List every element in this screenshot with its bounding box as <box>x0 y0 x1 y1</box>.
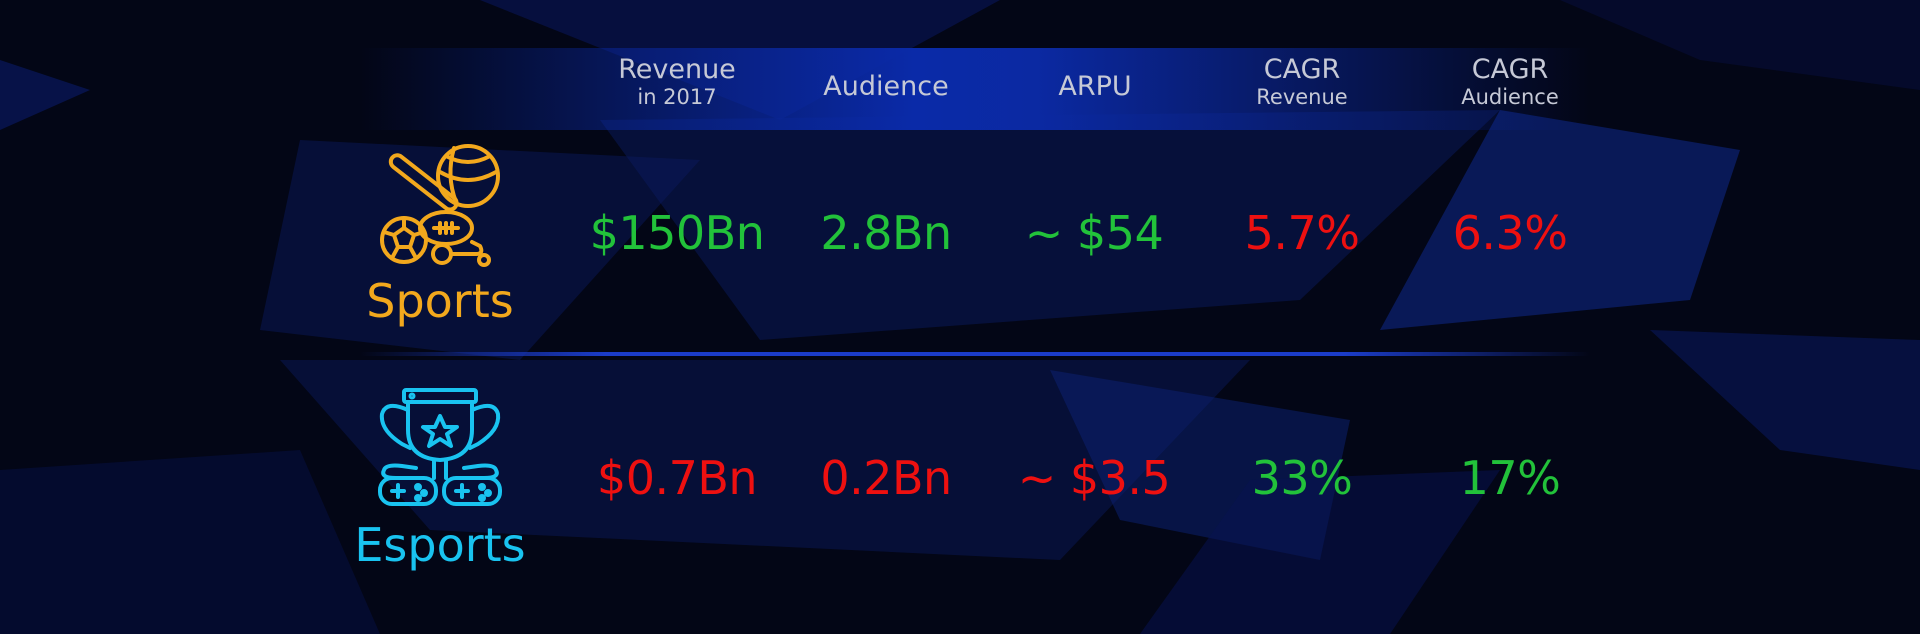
header-band <box>360 48 1590 130</box>
esports-revenue-value: $0.7Bn <box>596 451 758 505</box>
esports-cagr-audience-value: 17% <box>1459 451 1561 505</box>
column-header-main: CAGR <box>1471 54 1549 85</box>
column-header-cagr-revenue: CAGR Revenue <box>1202 56 1402 108</box>
sports-cagr-audience-value: 6.3% <box>1452 206 1568 260</box>
sports-revenue-value: $150Bn <box>589 206 765 260</box>
column-header-main: CAGR <box>1263 54 1341 85</box>
sports-audience-value: 2.8Bn <box>820 206 952 260</box>
sports-arpu-value: ~ $54 <box>1024 206 1164 260</box>
row-label-esports: Esports <box>354 518 526 572</box>
column-header-audience: Audience <box>786 56 986 100</box>
row-label-sports: Sports <box>366 274 514 328</box>
esports-audience-value: 0.2Bn <box>820 451 952 505</box>
esports-arpu-value: ~ $3.5 <box>1017 451 1171 505</box>
column-header-sub: Audience <box>1461 85 1559 109</box>
sports-equipment-icon <box>380 144 500 267</box>
column-header-main: Revenue <box>618 54 736 85</box>
row-divider <box>360 352 1590 356</box>
trophy-gamepads-icon <box>378 388 502 506</box>
column-header-arpu: ARPU <box>995 56 1195 100</box>
column-header-main: ARPU <box>1058 71 1132 102</box>
column-header-sub: in 2017 <box>637 85 717 109</box>
column-header-main: Audience <box>823 71 949 102</box>
column-header-sub: Revenue <box>1256 85 1348 109</box>
column-header-revenue: Revenue in 2017 <box>577 56 777 108</box>
sports-cagr-revenue-value: 5.7% <box>1244 206 1360 260</box>
column-header-cagr-audience: CAGR Audience <box>1410 56 1610 108</box>
esports-cagr-revenue-value: 33% <box>1251 451 1353 505</box>
